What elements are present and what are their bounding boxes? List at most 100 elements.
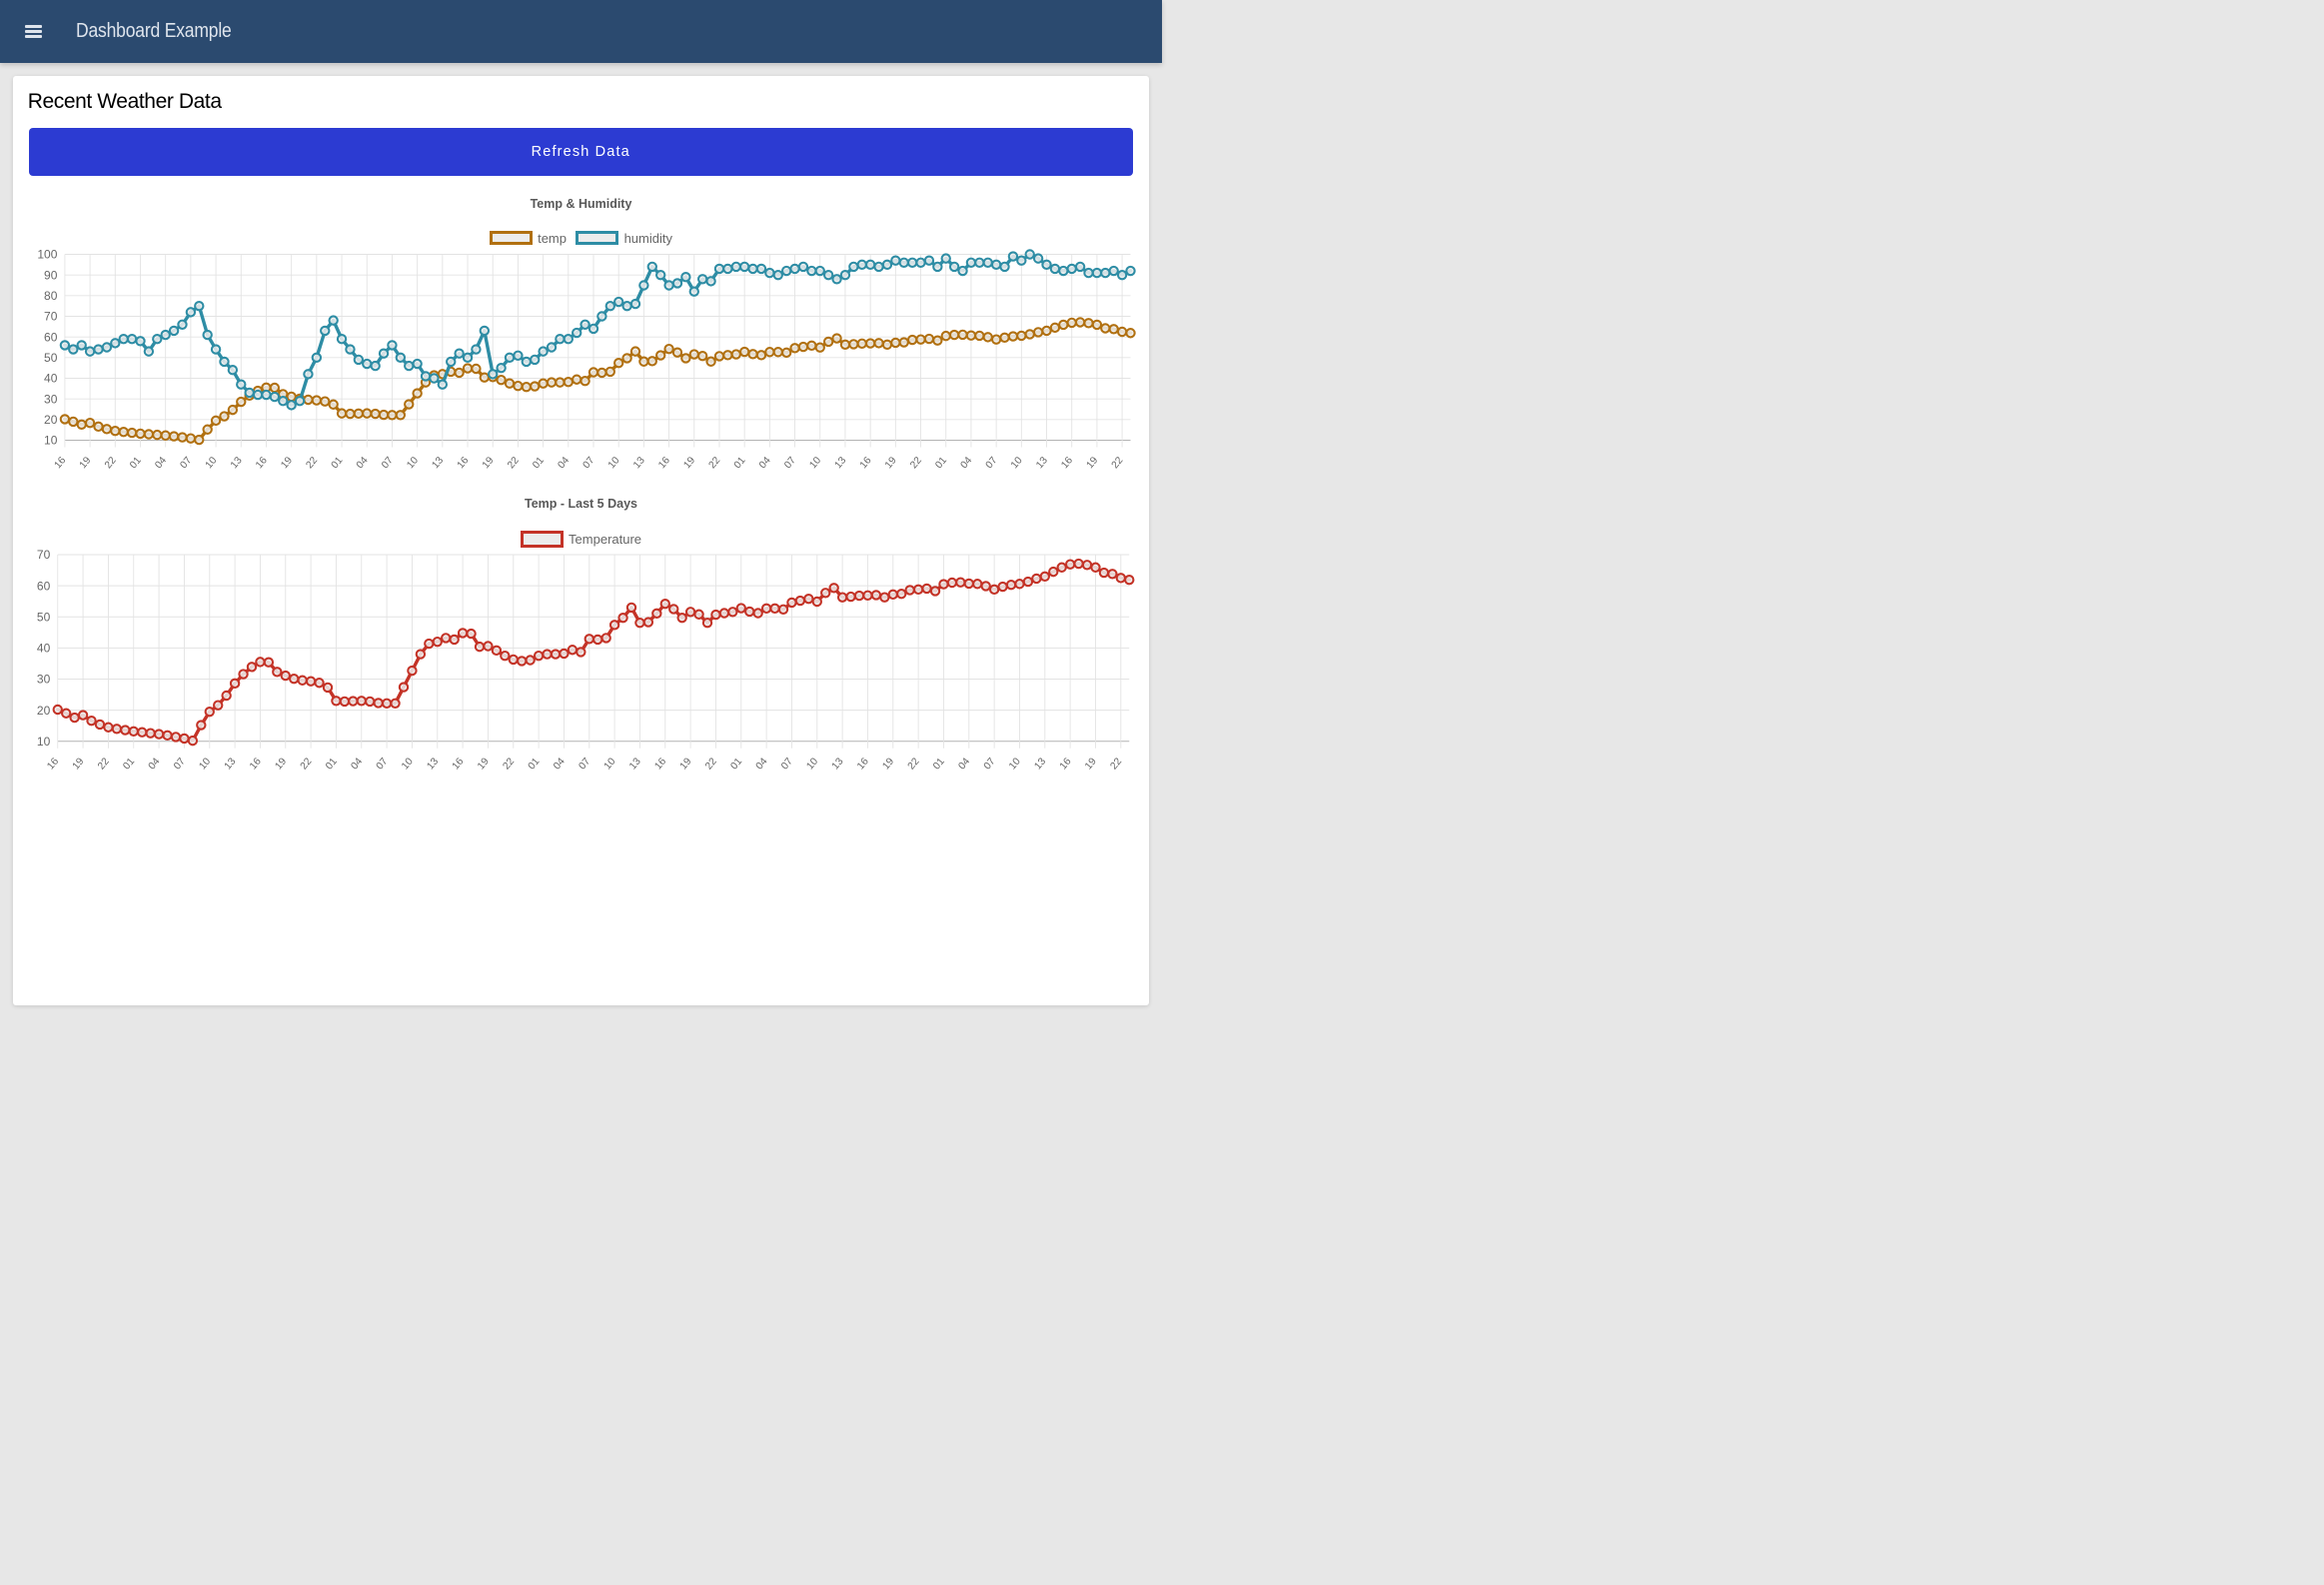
data-point[interactable] bbox=[344, 408, 356, 419]
data-point[interactable] bbox=[537, 377, 549, 389]
data-point[interactable] bbox=[839, 339, 850, 350]
data-point[interactable] bbox=[327, 399, 339, 410]
data-point[interactable] bbox=[508, 654, 519, 665]
data-point[interactable] bbox=[134, 335, 146, 347]
data-point[interactable] bbox=[235, 396, 246, 407]
data-point[interactable] bbox=[1072, 558, 1084, 569]
data-point[interactable] bbox=[839, 269, 850, 280]
data-point[interactable] bbox=[963, 578, 974, 589]
data-point[interactable] bbox=[772, 346, 783, 357]
data-point[interactable] bbox=[990, 333, 1001, 345]
data-point[interactable] bbox=[887, 589, 898, 600]
data-point[interactable] bbox=[550, 648, 561, 660]
data-point[interactable] bbox=[336, 407, 347, 419]
data-point[interactable] bbox=[659, 598, 670, 609]
data-point[interactable] bbox=[726, 606, 738, 617]
data-point[interactable] bbox=[254, 656, 266, 668]
data-point[interactable] bbox=[128, 726, 139, 737]
data-point[interactable] bbox=[805, 265, 817, 276]
data-point[interactable] bbox=[470, 363, 482, 374]
data-point[interactable] bbox=[423, 638, 435, 649]
data-point[interactable] bbox=[811, 596, 822, 607]
data-point[interactable] bbox=[881, 259, 892, 270]
data-point[interactable] bbox=[646, 355, 657, 367]
data-point[interactable] bbox=[827, 582, 839, 593]
data-point[interactable] bbox=[730, 348, 741, 360]
data-point[interactable] bbox=[671, 277, 682, 289]
data-point[interactable] bbox=[220, 690, 232, 701]
data-point[interactable] bbox=[474, 641, 485, 652]
data-point[interactable] bbox=[1057, 265, 1069, 276]
data-point[interactable] bbox=[185, 306, 196, 318]
data-point[interactable] bbox=[218, 356, 230, 367]
data-point[interactable] bbox=[101, 341, 112, 353]
data-point[interactable] bbox=[411, 387, 423, 399]
data-point[interactable] bbox=[931, 261, 943, 272]
menu-icon[interactable] bbox=[24, 25, 43, 38]
data-point[interactable] bbox=[260, 389, 272, 400]
data-point[interactable] bbox=[914, 333, 926, 345]
data-point[interactable] bbox=[227, 404, 238, 415]
data-point[interactable] bbox=[109, 425, 120, 436]
data-point[interactable] bbox=[988, 584, 999, 595]
data-point[interactable] bbox=[126, 427, 137, 438]
data-point[interactable] bbox=[504, 352, 515, 363]
data-point[interactable] bbox=[696, 350, 707, 361]
data-point[interactable] bbox=[721, 349, 733, 361]
data-point[interactable] bbox=[389, 698, 401, 709]
data-point[interactable] bbox=[777, 604, 788, 615]
data-point[interactable] bbox=[903, 584, 915, 596]
data-point[interactable] bbox=[881, 339, 892, 350]
data-point[interactable] bbox=[713, 263, 724, 274]
data-point[interactable] bbox=[178, 733, 190, 744]
data-point[interactable] bbox=[679, 271, 691, 282]
data-point[interactable] bbox=[646, 261, 657, 272]
data-point[interactable] bbox=[1098, 567, 1109, 578]
data-point[interactable] bbox=[971, 578, 982, 589]
data-point[interactable] bbox=[479, 371, 490, 383]
data-point[interactable] bbox=[403, 398, 414, 410]
data-point[interactable] bbox=[75, 419, 87, 430]
data-point[interactable] bbox=[612, 296, 623, 307]
data-point[interactable] bbox=[637, 356, 649, 367]
data-point[interactable] bbox=[738, 346, 749, 357]
data-point[interactable] bbox=[575, 646, 586, 658]
data-point[interactable] bbox=[802, 593, 814, 604]
data-point[interactable] bbox=[1005, 579, 1016, 590]
data-point[interactable] bbox=[625, 602, 636, 613]
data-point[interactable] bbox=[1007, 330, 1018, 342]
data-point[interactable] bbox=[730, 261, 741, 272]
data-point[interactable] bbox=[59, 339, 70, 351]
data-point[interactable] bbox=[1091, 267, 1102, 278]
data-point[interactable] bbox=[1115, 572, 1126, 584]
data-point[interactable] bbox=[361, 407, 372, 419]
data-point[interactable] bbox=[583, 633, 594, 645]
data-point[interactable] bbox=[1057, 319, 1069, 330]
data-point[interactable] bbox=[288, 673, 299, 684]
data-point[interactable] bbox=[369, 360, 381, 371]
data-point[interactable] bbox=[571, 327, 581, 338]
data-point[interactable] bbox=[319, 325, 330, 336]
data-point[interactable] bbox=[814, 265, 825, 276]
data-point[interactable] bbox=[294, 395, 305, 406]
data-point[interactable] bbox=[117, 426, 129, 437]
data-point[interactable] bbox=[1099, 267, 1111, 278]
refresh-data-button[interactable]: Refresh Data bbox=[29, 128, 1133, 176]
data-point[interactable] bbox=[772, 269, 783, 280]
data-point[interactable] bbox=[679, 352, 691, 364]
data-point[interactable] bbox=[92, 343, 104, 355]
data-point[interactable] bbox=[878, 591, 890, 603]
data-point[interactable] bbox=[151, 429, 162, 440]
data-point[interactable] bbox=[1066, 317, 1077, 328]
data-point[interactable] bbox=[143, 345, 154, 357]
data-point[interactable] bbox=[667, 603, 678, 615]
data-point[interactable] bbox=[973, 257, 985, 268]
data-point[interactable] bbox=[692, 609, 704, 620]
data-point[interactable] bbox=[688, 285, 699, 297]
data-point[interactable] bbox=[457, 627, 468, 639]
data-point[interactable] bbox=[1091, 319, 1102, 330]
data-point[interactable] bbox=[608, 619, 619, 631]
data-point[interactable] bbox=[872, 261, 884, 272]
data-point[interactable] bbox=[201, 424, 213, 435]
data-point[interactable] bbox=[830, 273, 842, 284]
